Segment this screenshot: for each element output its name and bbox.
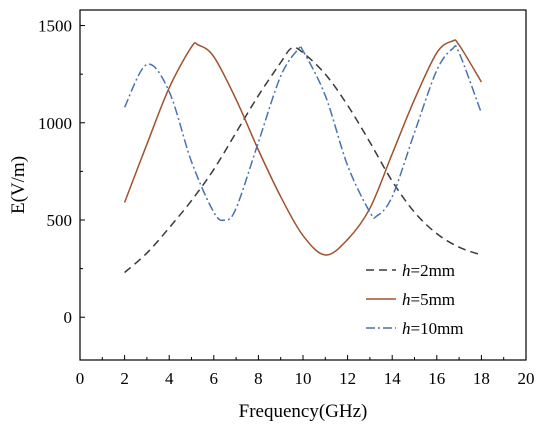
y-axis-title: E(V/m) bbox=[8, 156, 29, 214]
plot-frame bbox=[79, 9, 527, 361]
x-tick-label: 2 bbox=[120, 369, 129, 388]
x-axis-title: Frequency(GHz) bbox=[239, 401, 368, 422]
legend-label-value: =10mm bbox=[411, 319, 464, 338]
legend-label-var: h bbox=[402, 261, 411, 280]
y-tick-label: 1500 bbox=[38, 17, 72, 36]
x-tick-label: 4 bbox=[165, 369, 174, 388]
x-tick-label: 14 bbox=[384, 369, 402, 388]
legend-label-var: h bbox=[402, 290, 411, 309]
series-line-2 bbox=[123, 44, 483, 222]
series-line-1 bbox=[123, 39, 483, 256]
y-tick-label: 500 bbox=[47, 211, 73, 230]
x-tick-label: 10 bbox=[295, 369, 312, 388]
legend-label-value: =2mm bbox=[411, 261, 456, 280]
series-line-0 bbox=[124, 46, 482, 274]
ticks-layer: 0 2 4 6 8 10 12 14 16 18 20 0 500 1000 1500 bbox=[38, 17, 535, 388]
x-tick-label: 18 bbox=[473, 369, 490, 388]
legend-label-2: h=10mm bbox=[402, 319, 464, 338]
legend-label-value: =5mm bbox=[411, 290, 456, 309]
legend-label-0: h=2mm bbox=[402, 261, 455, 280]
x-tick-label: 0 bbox=[76, 369, 85, 388]
legend-label-1: h=5mm bbox=[402, 290, 455, 309]
x-tick-label: 16 bbox=[428, 369, 445, 388]
y-tick-label: 0 bbox=[64, 308, 73, 327]
x-tick-label: 6 bbox=[210, 369, 219, 388]
x-tick-label: 8 bbox=[254, 369, 263, 388]
series-layer bbox=[123, 39, 483, 274]
y-tick-label: 1000 bbox=[38, 114, 72, 133]
legend-label-var: h bbox=[402, 319, 411, 338]
x-tick-label: 12 bbox=[339, 369, 356, 388]
x-tick-label: 20 bbox=[518, 369, 535, 388]
